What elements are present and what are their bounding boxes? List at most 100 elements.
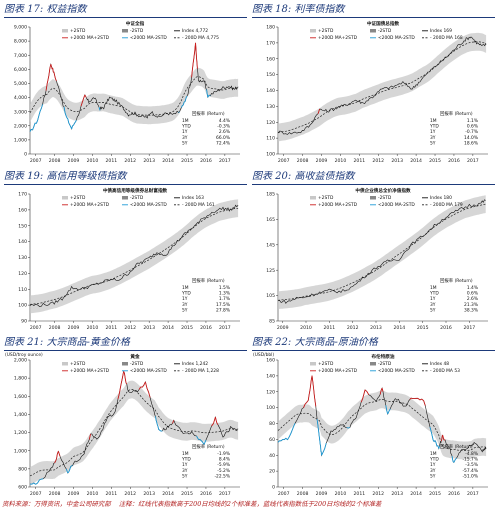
- below-2std-segment: [98, 107, 101, 111]
- legend-label: +200D MA+2STD: [70, 368, 110, 374]
- return-value: -57.4%: [462, 468, 478, 474]
- below-2std-segment: [32, 126, 35, 131]
- below-2std-segment: [159, 430, 162, 432]
- above-2std-segment: [364, 389, 368, 392]
- legend-swatch: [370, 29, 376, 33]
- x-tick-label: 2013: [143, 491, 155, 497]
- return-period: 1M: [430, 118, 437, 124]
- y-tick-label: 180: [266, 25, 275, 31]
- legend-swatch: [122, 29, 128, 33]
- below-2std-segment: [322, 448, 326, 453]
- y-tick-label: 90: [21, 319, 27, 325]
- return-value: -5.2%: [217, 468, 230, 474]
- return-period: 1Y: [430, 462, 436, 468]
- x-tick-label: 2010: [87, 491, 99, 497]
- x-tick-label: 2009: [316, 158, 328, 164]
- legend-label: - 200D MA 4,775: [182, 35, 219, 41]
- y-tick-label: 150: [18, 223, 27, 229]
- return-value: 18.6%: [464, 140, 478, 146]
- y-tick-label: 170: [18, 192, 27, 198]
- above-2std-segment: [85, 95, 87, 98]
- above-2std-segment: [83, 94, 86, 99]
- below-2std-segment: [156, 422, 158, 426]
- return-period: YTD: [181, 457, 191, 463]
- return-period: 3Y: [182, 135, 188, 141]
- x-tick-label: 2013: [370, 325, 382, 331]
- x-tick-label: 2011: [323, 325, 335, 331]
- above-2std-segment: [363, 389, 366, 395]
- above-2std-segment: [123, 373, 126, 379]
- below-2std-segment: [277, 440, 280, 443]
- x-tick-label: 2017: [219, 325, 231, 331]
- legend-label: <200D MA-2STD: [378, 202, 415, 208]
- below-2std-segment: [199, 439, 203, 442]
- legend-label: - 200D MA 161: [182, 202, 215, 208]
- above-2std-segment: [84, 94, 86, 97]
- return-value: 1.5%: [219, 285, 230, 291]
- below-2std-segment: [196, 435, 199, 440]
- above-2std-segment: [55, 78, 57, 82]
- y-tick-label: 120: [18, 271, 27, 277]
- y-tick-label: 140: [266, 373, 275, 379]
- legend-label: +200D MA+2STD: [70, 35, 110, 41]
- return-period: 1M: [182, 285, 189, 291]
- below-2std-segment: [453, 459, 456, 463]
- below-2std-segment: [37, 479, 40, 484]
- line-chart: 中证全指 0 1,000 2,000 3,000 4,000 5,000 6,000 7,000…: [14, 20, 240, 164]
- panel-title: 图表 19: 高信用等级债指数: [4, 171, 247, 185]
- below-2std-segment: [452, 459, 454, 463]
- above-2std-segment: [45, 84, 48, 91]
- y-tick-label: 165: [266, 217, 275, 223]
- below-2std-segment: [435, 442, 438, 447]
- y-axis-label: (USD/bbl): [253, 352, 274, 358]
- y-tick-label: 4,000: [14, 95, 27, 101]
- x-tick-label: 2014: [410, 158, 422, 164]
- below-2std-segment: [65, 115, 68, 118]
- return-period: YTD: [181, 291, 191, 297]
- above-2std-segment: [193, 50, 196, 58]
- below-2std-segment: [155, 420, 158, 423]
- legend-label: Index 1,242: [182, 361, 208, 367]
- legend-label: +200D MA+2STD: [318, 35, 358, 41]
- x-tick-label: 2012: [372, 491, 384, 497]
- return-period: 1Y: [182, 296, 188, 302]
- return-period: 3Y: [182, 468, 188, 474]
- return-period: 5Y: [182, 307, 188, 313]
- return-period: 3Y: [430, 302, 436, 308]
- x-tick-label: 2010: [335, 491, 347, 497]
- std-band: [278, 32, 487, 142]
- above-2std-segment: [118, 385, 122, 394]
- return-period: YTD: [429, 457, 439, 463]
- above-2std-segment: [303, 403, 306, 408]
- x-tick-label: 2017: [219, 158, 231, 164]
- legend-label: Index 169: [430, 28, 452, 34]
- below-2std-segment: [180, 105, 183, 108]
- above-2std-segment: [311, 375, 314, 386]
- return-value: 14.0%: [464, 135, 478, 141]
- return-value: -51.0%: [462, 473, 478, 479]
- above-2std-segment: [307, 395, 310, 401]
- legend-label: - 200D MA 53: [430, 368, 460, 374]
- y-tick-label: 110: [266, 136, 275, 142]
- x-tick-label: 2017: [467, 158, 479, 164]
- above-2std-segment: [192, 57, 195, 64]
- y-tick-label: 7,000: [14, 53, 27, 59]
- std-band: [30, 67, 239, 125]
- above-2std-segment: [56, 453, 58, 459]
- legend-label: - 200D MA 1,228: [182, 368, 219, 374]
- x-tick-label: 2008: [49, 325, 61, 331]
- above-2std-segment: [306, 400, 309, 403]
- y-tick-label: 100: [18, 303, 27, 309]
- y-tick-label: 160: [266, 56, 275, 62]
- below-2std-segment: [387, 410, 390, 415]
- y-tick-label: 2,000: [14, 123, 27, 129]
- return-value: 4.4%: [219, 118, 230, 124]
- return-period: 5Y: [430, 140, 436, 146]
- return-value: 2.6%: [467, 296, 478, 302]
- below-2std-segment: [182, 101, 185, 106]
- below-2std-segment: [64, 112, 67, 116]
- chart-title: 布伦特原油: [372, 353, 395, 360]
- above-2std-segment: [124, 378, 127, 383]
- x-tick-label: 2009: [68, 325, 80, 331]
- y-tick-label: 1,600: [14, 394, 27, 400]
